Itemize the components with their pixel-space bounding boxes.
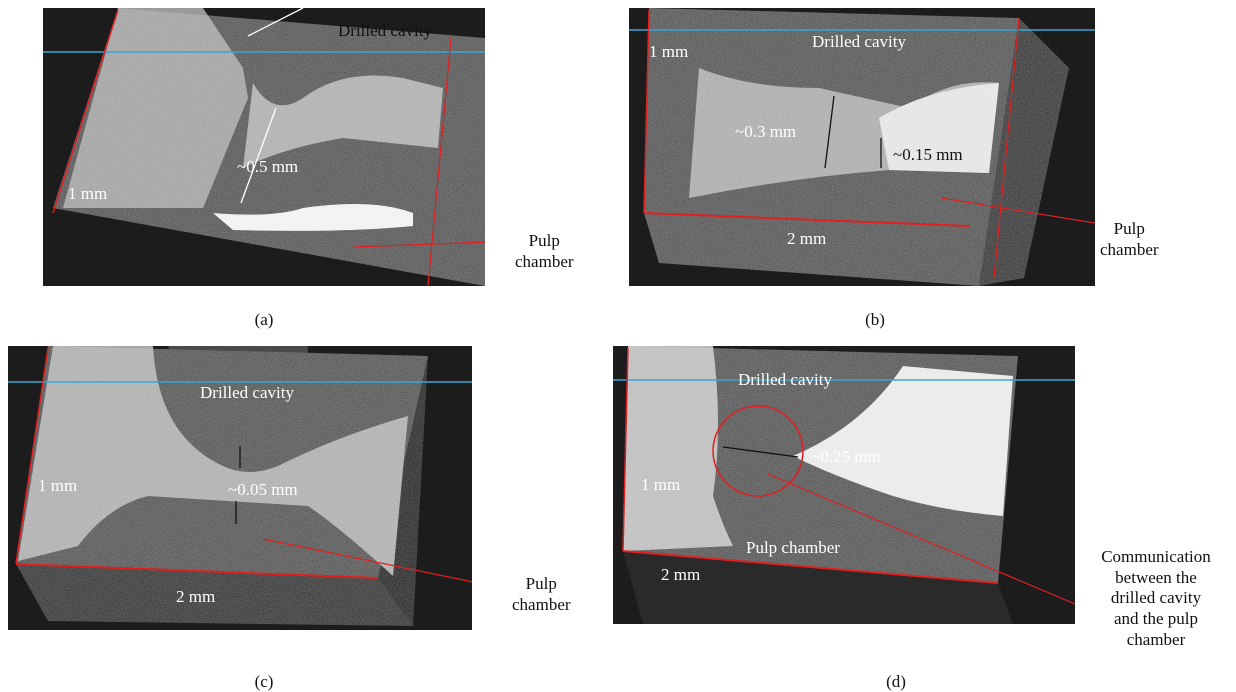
- panel-b-measure1: ~0.3 mm: [735, 122, 797, 141]
- panel-c-image: Drilled cavity 1 mm ~0.05 mm 2 mm: [8, 346, 472, 630]
- communication-circle: [712, 405, 804, 497]
- panel-d-scale-v: 1 mm: [641, 475, 681, 494]
- panel-b-pulp-chamber-label: Pulp chamber: [1100, 219, 1159, 259]
- panel-d-image: Drilled cavity ~0.25 mm 1 mm Pulp chambe…: [613, 346, 1075, 624]
- panel-b-drilled-cavity: Drilled cavity: [812, 32, 906, 51]
- panel-a-image: ~0.5 mm 1 mm: [43, 8, 485, 286]
- panel-d-measure: ~0.25 mm: [811, 447, 881, 466]
- panel-c-scale-v: 1 mm: [38, 476, 78, 495]
- panel-d-caption: (d): [886, 672, 906, 691]
- panel-d-drilled-cavity: Drilled cavity: [738, 370, 832, 389]
- panel-a-scale: 1 mm: [68, 184, 108, 203]
- panel-c-measure: ~0.05 mm: [228, 480, 298, 499]
- panel-b-image: Drilled cavity 1 mm ~0.3 mm 2 mm: [629, 8, 1095, 286]
- panel-a-pulp-chamber-label: Pulp chamber: [515, 231, 574, 271]
- panel-b-scale-h: 2 mm: [787, 229, 827, 248]
- panel-c-pulp-chamber-label: Pulp chamber: [512, 574, 571, 614]
- panel-a-caption: (a): [254, 310, 274, 329]
- panel-d-pulp-chamber: Pulp chamber: [746, 538, 840, 557]
- drilled-cavity-arrow-a: [247, 8, 304, 37]
- panel-a-measure: ~0.5 mm: [237, 157, 299, 176]
- panel-b-caption: (b): [865, 310, 885, 329]
- panel-d-communication-label: Communication between the drilled cavity…: [1101, 547, 1211, 649]
- panel-a-drilled-cavity-label: Drilled cavity: [338, 21, 432, 40]
- panel-c-scale-h: 2 mm: [176, 587, 216, 606]
- panel-c-caption: (c): [254, 672, 274, 691]
- panel-b-scale-v: 1 mm: [649, 42, 689, 61]
- panel-c-drilled-cavity: Drilled cavity: [200, 383, 294, 402]
- panel-b-measure2: ~0.15 mm: [893, 145, 963, 164]
- panel-d-scale-h: 2 mm: [661, 565, 701, 584]
